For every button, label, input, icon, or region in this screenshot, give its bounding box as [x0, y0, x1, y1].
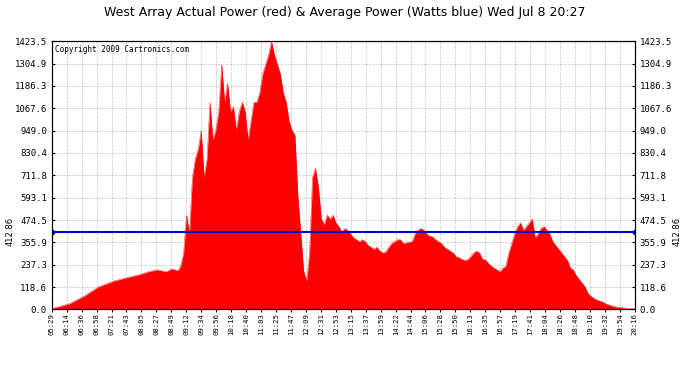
Text: West Array Actual Power (red) & Average Power (Watts blue) Wed Jul 8 20:27: West Array Actual Power (red) & Average …	[104, 6, 586, 19]
Text: Copyright 2009 Cartronics.com: Copyright 2009 Cartronics.com	[55, 45, 189, 54]
Text: 412.86: 412.86	[672, 217, 681, 246]
Text: 412.86: 412.86	[6, 217, 14, 246]
